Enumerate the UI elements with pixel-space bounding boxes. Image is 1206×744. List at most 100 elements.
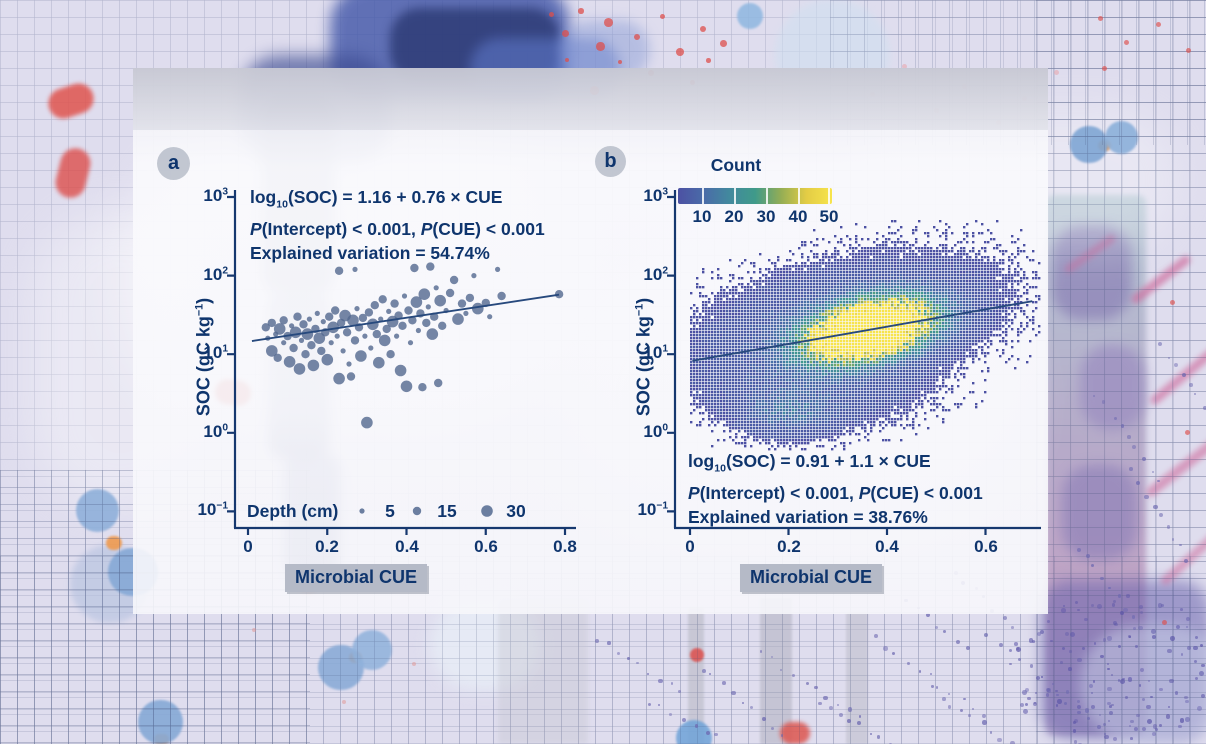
decor-speckle	[1045, 693, 1050, 697]
scatter-point	[433, 285, 439, 291]
decor-speckle	[1076, 704, 1082, 710]
hexbin-cells	[738, 274, 975, 433]
decor-speckle	[1158, 342, 1163, 347]
decor-speckle	[1124, 695, 1129, 700]
decor-speckle	[1120, 424, 1125, 428]
scatter-point	[373, 356, 385, 369]
scatter-point	[361, 416, 373, 429]
decor-speckle	[1016, 647, 1021, 652]
decor-speckle	[839, 712, 844, 717]
decor-speckle	[1132, 445, 1137, 450]
scatter-point	[367, 318, 379, 331]
decor-speckle	[1147, 679, 1151, 683]
decor-speckle	[682, 718, 687, 723]
decor-speckle	[1147, 719, 1152, 724]
panel-b-explained-variation: Explained variation = 38.76%	[688, 506, 928, 527]
decor-speckle	[1126, 594, 1130, 598]
decor-speckle	[1056, 699, 1062, 704]
decor-speckle	[604, 18, 613, 27]
decor-speckle	[1127, 635, 1132, 639]
hexbin-cells	[798, 295, 936, 361]
decor-speckle	[1097, 604, 1103, 609]
decor-speckle	[1133, 726, 1138, 731]
decor-speckle	[792, 674, 796, 678]
decor-speckle	[1111, 703, 1114, 706]
decor-speckle	[1104, 734, 1109, 740]
depth-legend-dot	[481, 505, 493, 517]
decor-speckle	[1022, 690, 1028, 695]
decor-speckle	[1084, 617, 1088, 622]
decor-blob	[690, 648, 704, 662]
scatter-point	[340, 348, 346, 354]
scatter-point	[438, 321, 447, 330]
decor-speckle	[1108, 705, 1112, 709]
decor-speckle	[770, 726, 774, 730]
decor-speckle	[741, 701, 745, 705]
depth-legend-size-15: 15	[437, 501, 457, 521]
decor-speckle	[1040, 675, 1043, 679]
decor-speckle	[722, 681, 726, 685]
decor-speckle	[1037, 631, 1042, 636]
decor-speckle	[823, 695, 828, 701]
decor-speckle	[705, 730, 711, 735]
scatter-point	[445, 288, 455, 298]
decor-speckle	[1171, 538, 1175, 542]
decor-blob	[138, 700, 183, 744]
decor-speckle	[1100, 654, 1105, 659]
decor-speckle	[1076, 547, 1081, 552]
decor-speckle	[1186, 48, 1191, 53]
decor-speckle	[1130, 720, 1134, 724]
decor-speckle	[1088, 683, 1094, 689]
scatter-point	[418, 383, 427, 392]
scatter-point	[299, 320, 308, 329]
decor-speckle	[1113, 621, 1118, 626]
colorbar-tick-50: 50	[819, 207, 839, 226]
panel-a-x-tick-label: 0.2	[315, 537, 339, 556]
decor-speckle	[1107, 701, 1111, 706]
decor-speckle	[1029, 664, 1034, 669]
scatter-point	[378, 295, 387, 304]
decor-speckle	[997, 738, 1002, 743]
decor-speckle	[1135, 645, 1138, 648]
decor-speckle	[1159, 724, 1163, 728]
panel-b-y-tick-label: 100	[643, 422, 668, 441]
scatter-point	[410, 296, 423, 308]
decor-blob	[780, 722, 810, 744]
decor-speckle	[1141, 457, 1147, 462]
decor-speckle	[814, 685, 818, 690]
decor-speckle	[1193, 659, 1197, 663]
decor-speckle	[1063, 701, 1068, 706]
scatter-point	[382, 324, 391, 334]
decor-speckle	[658, 679, 663, 684]
scatter-point	[328, 340, 334, 346]
scatter-point	[449, 275, 459, 285]
decor-speckle	[1184, 699, 1189, 704]
colorbar-tick-40: 40	[788, 207, 808, 226]
decor-blob	[430, 600, 540, 690]
decor-speckle	[1180, 653, 1184, 657]
decor-speckle	[1111, 602, 1116, 607]
decor-speckle	[565, 58, 570, 63]
decor-speckle	[1185, 616, 1190, 622]
panel-b-pvalues: P(Intercept) < 0.001, P(CUE) < 0.001	[688, 482, 983, 503]
scatter-point	[306, 316, 312, 322]
panel-a-y-tick-label: 101	[203, 343, 228, 362]
decor-speckle	[1025, 687, 1030, 692]
decor-speckle	[1069, 631, 1075, 637]
colorbar-tick-labels: 10 20 30 40 50	[678, 207, 839, 227]
decor-speckle	[1093, 642, 1097, 645]
decor-speckle	[750, 705, 754, 709]
decor-speckle	[1034, 692, 1037, 695]
scatter-point	[465, 293, 475, 303]
panel-a-y-tick-label: 10−1	[197, 500, 228, 519]
scatter-point	[314, 310, 320, 316]
decor-speckle	[780, 734, 783, 737]
decor-speckle	[847, 707, 853, 712]
scatter-point	[400, 380, 413, 393]
decor-speckle	[1161, 604, 1165, 608]
scatter-point	[289, 326, 302, 339]
decor-speckle	[770, 656, 774, 659]
decor-speckle	[714, 733, 718, 737]
decor-speckle	[858, 715, 862, 718]
